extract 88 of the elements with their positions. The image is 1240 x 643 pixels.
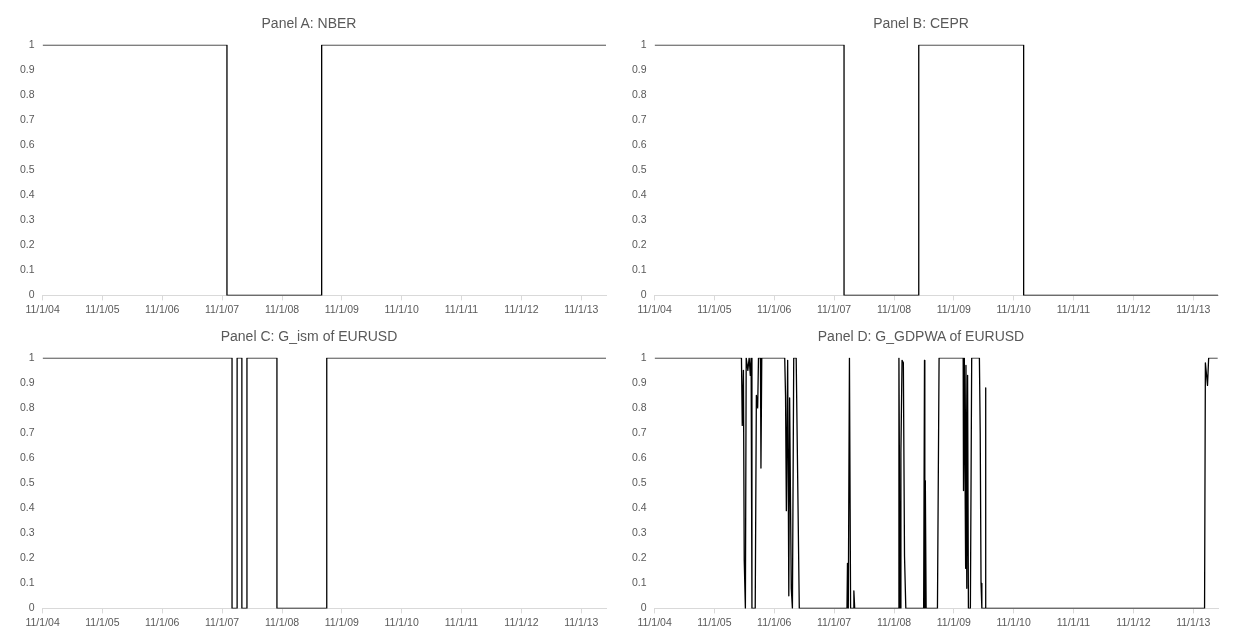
- x-tick-label: 11/1/08: [876, 302, 912, 315]
- x-tick-label: 11/1/10: [384, 615, 419, 628]
- y-tick-label: 0.8: [19, 87, 35, 100]
- y-tick-label: 0.4: [19, 501, 35, 514]
- y-tick-label: 0.6: [631, 137, 647, 150]
- y-tick-label: 0.7: [19, 425, 35, 438]
- x-tick-label: 11/1/05: [697, 615, 732, 628]
- y-tick-label: 0.6: [631, 450, 647, 463]
- y-tick-label: 0.1: [19, 263, 35, 276]
- y-tick-label: 0: [640, 288, 647, 301]
- chart-title: Panel A: NBER: [261, 15, 357, 32]
- y-tick-label: 0.8: [631, 87, 647, 100]
- y-tick-label: 0.3: [631, 213, 647, 226]
- x-tick-label: 11/1/08: [264, 302, 300, 315]
- x-tick-label: 11/1/05: [85, 302, 120, 315]
- y-tick-label: 0.9: [19, 375, 35, 388]
- x-tick-label: 11/1/05: [85, 615, 120, 628]
- x-tick-label: 11/1/06: [757, 615, 792, 628]
- x-tick-label: 11/1/09: [936, 302, 972, 315]
- y-tick-label: 0.1: [631, 263, 647, 276]
- x-tick-label: 11/1/13: [1176, 615, 1211, 628]
- y-tick-label: 0.8: [631, 400, 647, 413]
- x-tick-label: 11/1/12: [1116, 615, 1151, 628]
- x-tick-label: 11/1/04: [25, 302, 60, 315]
- x-tick-label: 11/1/12: [504, 302, 539, 315]
- y-tick-label: 0.3: [19, 213, 35, 226]
- y-tick-label: 0.5: [19, 475, 35, 488]
- x-tick-label: 11/1/08: [876, 615, 912, 628]
- y-tick-label: 0.9: [631, 62, 647, 75]
- y-tick-label: 1: [640, 37, 647, 50]
- y-tick-label: 0.2: [19, 238, 35, 251]
- x-tick-label: 11/1/13: [564, 615, 599, 628]
- x-tick-label: 11/1/10: [384, 302, 419, 315]
- x-tick-label: 11/1/09: [936, 615, 972, 628]
- y-tick-label: 0.4: [19, 188, 35, 201]
- y-tick-label: 0.8: [19, 400, 35, 413]
- y-tick-label: 0.4: [631, 501, 647, 514]
- chart-title: Panel C: G_ism of EURUSD: [220, 328, 398, 345]
- y-tick-label: 0.9: [19, 62, 35, 75]
- y-tick-label: 0.6: [19, 450, 35, 463]
- y-tick-label: 0.2: [631, 551, 647, 564]
- x-tick-label: 11/1/08: [264, 615, 300, 628]
- x-tick-label: 11/1/11: [444, 615, 479, 628]
- chart-title: Panel D: G_GDPWA of EURUSD: [817, 328, 1025, 345]
- y-tick-label: 0.7: [19, 112, 35, 125]
- x-tick-label: 11/1/12: [1116, 302, 1151, 315]
- y-tick-label: 0.7: [631, 425, 647, 438]
- y-tick-label: 0.3: [631, 526, 647, 539]
- y-tick-label: 0.5: [19, 162, 35, 175]
- x-tick-label: 11/1/04: [637, 615, 672, 628]
- y-tick-label: 1: [640, 350, 647, 363]
- x-tick-label: 11/1/04: [637, 302, 672, 315]
- x-tick-label: 11/1/07: [816, 302, 852, 315]
- x-tick-label: 11/1/07: [204, 615, 240, 628]
- chart-title: Panel B: CEPR: [873, 15, 969, 32]
- x-tick-label: 11/1/13: [1176, 302, 1211, 315]
- x-tick-label: 11/1/11: [444, 302, 479, 315]
- y-tick-label: 1: [28, 37, 35, 50]
- x-tick-label: 11/1/13: [564, 302, 599, 315]
- x-tick-label: 11/1/06: [145, 302, 180, 315]
- x-tick-label: 11/1/11: [1056, 302, 1091, 315]
- x-tick-label: 11/1/07: [816, 615, 852, 628]
- y-tick-label: 0.1: [631, 576, 647, 589]
- y-tick-label: 0.2: [631, 238, 647, 251]
- y-tick-label: 0.5: [631, 162, 647, 175]
- y-tick-label: 0.4: [631, 188, 647, 201]
- x-tick-label: 11/1/12: [504, 615, 539, 628]
- y-tick-label: 0.5: [631, 475, 647, 488]
- y-tick-label: 0.1: [19, 576, 35, 589]
- y-tick-label: 1: [28, 350, 35, 363]
- x-tick-label: 11/1/07: [204, 302, 240, 315]
- x-tick-label: 11/1/09: [324, 302, 360, 315]
- y-tick-label: 0.6: [19, 137, 35, 150]
- y-tick-label: 0: [640, 601, 647, 614]
- x-tick-label: 11/1/06: [757, 302, 792, 315]
- x-tick-label: 11/1/09: [324, 615, 360, 628]
- y-tick-label: 0.2: [19, 551, 35, 564]
- x-tick-label: 11/1/04: [25, 615, 60, 628]
- x-tick-label: 11/1/06: [145, 615, 180, 628]
- y-tick-label: 0.7: [631, 112, 647, 125]
- x-tick-label: 11/1/05: [697, 302, 732, 315]
- y-tick-label: 0.3: [19, 526, 35, 539]
- y-tick-label: 0: [28, 288, 35, 301]
- x-tick-label: 11/1/11: [1056, 615, 1091, 628]
- y-tick-label: 0: [28, 601, 35, 614]
- y-tick-label: 0.9: [631, 375, 647, 388]
- x-tick-label: 11/1/10: [996, 615, 1031, 628]
- x-tick-label: 11/1/10: [996, 302, 1031, 315]
